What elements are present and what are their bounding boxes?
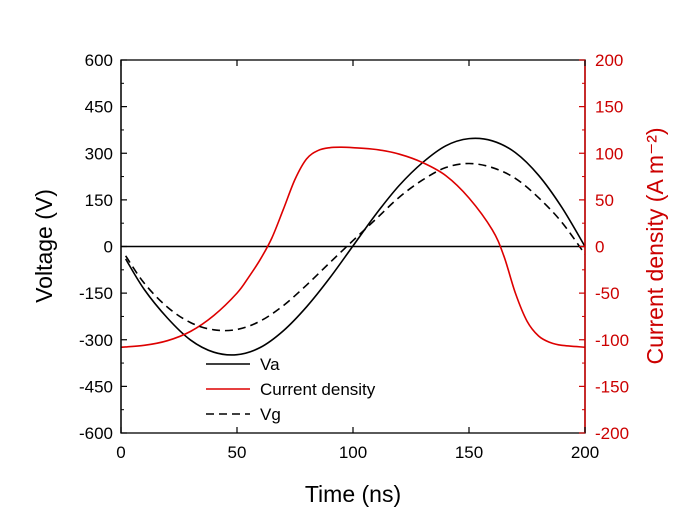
y-left-tick-label: 0 [104, 238, 113, 257]
y-left-tick-label: 150 [85, 191, 113, 210]
y-axis-right-title: Current density (A m⁻²) [642, 127, 668, 364]
axis-ticks [120, 59, 586, 434]
y-right-tick-label: 0 [595, 238, 604, 257]
legend-label: Vg [260, 405, 281, 424]
series-line-va [124, 137, 586, 356]
y-left-tick-label: 450 [85, 98, 113, 117]
y-right-tick-label: 50 [595, 191, 614, 210]
y-right-tick-label: -50 [595, 284, 620, 303]
x-tick-label: 0 [116, 443, 125, 462]
x-tick-label: 200 [571, 443, 599, 462]
y-right-tick-label: 150 [595, 98, 623, 117]
legend-label: Va [260, 355, 280, 374]
series-line-vg [124, 162, 586, 332]
legend-label: Current density [260, 380, 376, 399]
y-axis-left-title: Voltage (V) [31, 189, 57, 303]
y-left-tick-label: 300 [85, 144, 113, 163]
y-right-tick-label: 200 [595, 51, 623, 70]
y-right-tick-label: -150 [595, 377, 629, 396]
series-line-current-density [120, 146, 586, 349]
plot-lines [120, 137, 586, 356]
y-left-tick-label: 600 [85, 51, 113, 70]
y-left-tick-label: -300 [79, 331, 113, 350]
y-right-tick-label: -100 [595, 331, 629, 350]
tick-labels: 0 50 100 150 200 600 450 300 150 0 -150 -300 -450 -60… [79, 51, 629, 462]
x-tick-label: 150 [455, 443, 483, 462]
x-tick-label: 50 [228, 443, 247, 462]
x-tick-label: 100 [339, 443, 367, 462]
y-right-tick-label: 100 [595, 144, 623, 163]
y-right-tick-label: -200 [595, 424, 629, 443]
y-left-tick-label: -450 [79, 377, 113, 396]
x-axis-title: Time (ns) [305, 481, 401, 507]
y-left-tick-label: -150 [79, 284, 113, 303]
legend: Va Current density Vg [206, 355, 376, 424]
y-left-tick-label: -600 [79, 424, 113, 443]
